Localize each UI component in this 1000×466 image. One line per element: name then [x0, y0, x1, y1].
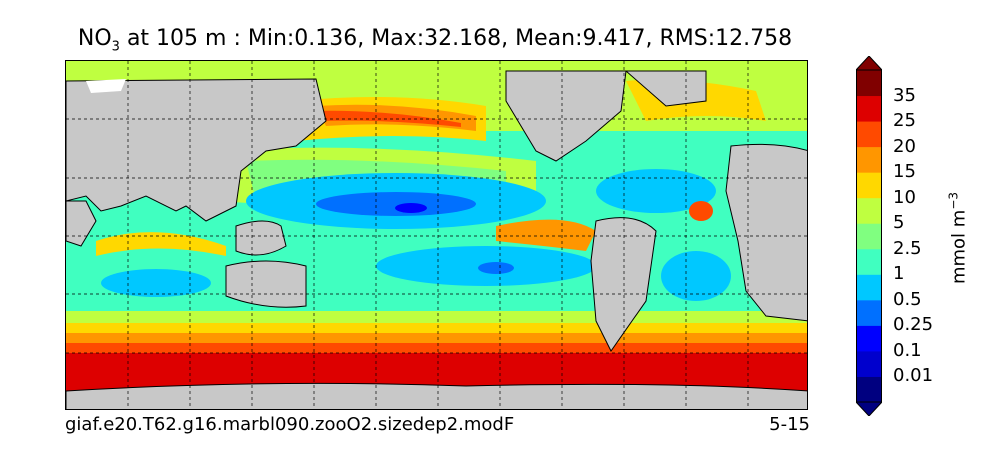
- colorbar-tick-label: 2.5: [893, 237, 922, 259]
- period-label: 5-15: [769, 414, 810, 435]
- colorbar-segment: [856, 223, 882, 250]
- colorbar-max-triangle: [856, 56, 882, 71]
- colorbar-tick-label: 5: [893, 212, 905, 234]
- colorbar-segment: [856, 146, 882, 173]
- colorbar-tick-label: 25: [893, 110, 916, 132]
- colorbar-segment: [856, 197, 882, 224]
- indian-ocean-band: [96, 232, 226, 256]
- north-pacific-gyre-center: [395, 203, 427, 213]
- africa-landmass: [725, 143, 807, 322]
- colorbar-units: mmol m−3: [947, 192, 970, 284]
- colorbar-tick-label: 0.1: [893, 339, 922, 361]
- map-title: NO3 at 105 m : Min:0.136, Max:32.168, Me…: [0, 26, 870, 54]
- colorbar-segment: [856, 95, 882, 122]
- colorbar-segment: [856, 70, 882, 97]
- continents: [66, 70, 807, 409]
- variable-name: NO: [77, 26, 112, 51]
- colorbar-tick-label: 20: [893, 135, 916, 157]
- map-gridlines: [66, 61, 807, 409]
- colorbar-tick-label: 10: [893, 186, 916, 208]
- colorbar-segment: [856, 121, 882, 148]
- units-text: mmol m: [948, 209, 970, 285]
- colorbar-tick-label: 15: [893, 161, 916, 183]
- colorbar-segments: [856, 70, 882, 403]
- title-statistics: at 105 m : Min:0.136, Max:32.168, Mean:9…: [119, 26, 793, 51]
- north-america-landmass: [505, 70, 627, 162]
- units-exponent: −3: [946, 191, 961, 210]
- indian-ocean-gyre: [101, 269, 211, 297]
- colorbar-segment: [856, 172, 882, 199]
- north-pacific-gyre-core: [316, 192, 476, 216]
- colorbar-outline: [856, 69, 882, 403]
- colorbar-segment: [856, 248, 882, 275]
- southern-band-20: [66, 343, 807, 355]
- colorbar-segment: [856, 350, 882, 377]
- colorbar-tick-label: 0.5: [893, 288, 922, 310]
- south-pacific-gyre-core: [478, 262, 514, 274]
- colorbar-segment: [856, 325, 882, 352]
- colorbar-tick-label: 0.25: [893, 314, 934, 336]
- african-upwelling: [689, 201, 713, 221]
- australia-landmass: [225, 260, 307, 308]
- south-america-landmass: [590, 217, 657, 352]
- nitrate-field-map: [66, 61, 807, 409]
- asia-landmass: [66, 78, 327, 222]
- colorbar: [856, 56, 882, 416]
- antarctica-landmass: [66, 382, 807, 409]
- colorbar-segment: [856, 376, 882, 403]
- no-data-region: [86, 79, 126, 93]
- case-name-label: giaf.e20.T62.g16.marbl090.zooO2.sizedep2…: [65, 414, 515, 435]
- colorbar-tick-label: 1: [893, 263, 905, 285]
- africa-east-edge: [66, 200, 97, 247]
- variable-subscript: 3: [111, 39, 120, 55]
- map-plot-area: [65, 60, 808, 410]
- colorbar-min-triangle: [856, 401, 882, 416]
- maritime-continent: [235, 220, 287, 256]
- eastern-pacific-upwelling: [496, 219, 596, 251]
- colorbar-segment: [856, 274, 882, 301]
- colorbar-segment: [856, 299, 882, 326]
- colorbar-tick-label: 35: [893, 84, 916, 106]
- south-atlantic-gyre: [661, 251, 731, 301]
- colorbar-tick-label: 0.01: [893, 365, 934, 387]
